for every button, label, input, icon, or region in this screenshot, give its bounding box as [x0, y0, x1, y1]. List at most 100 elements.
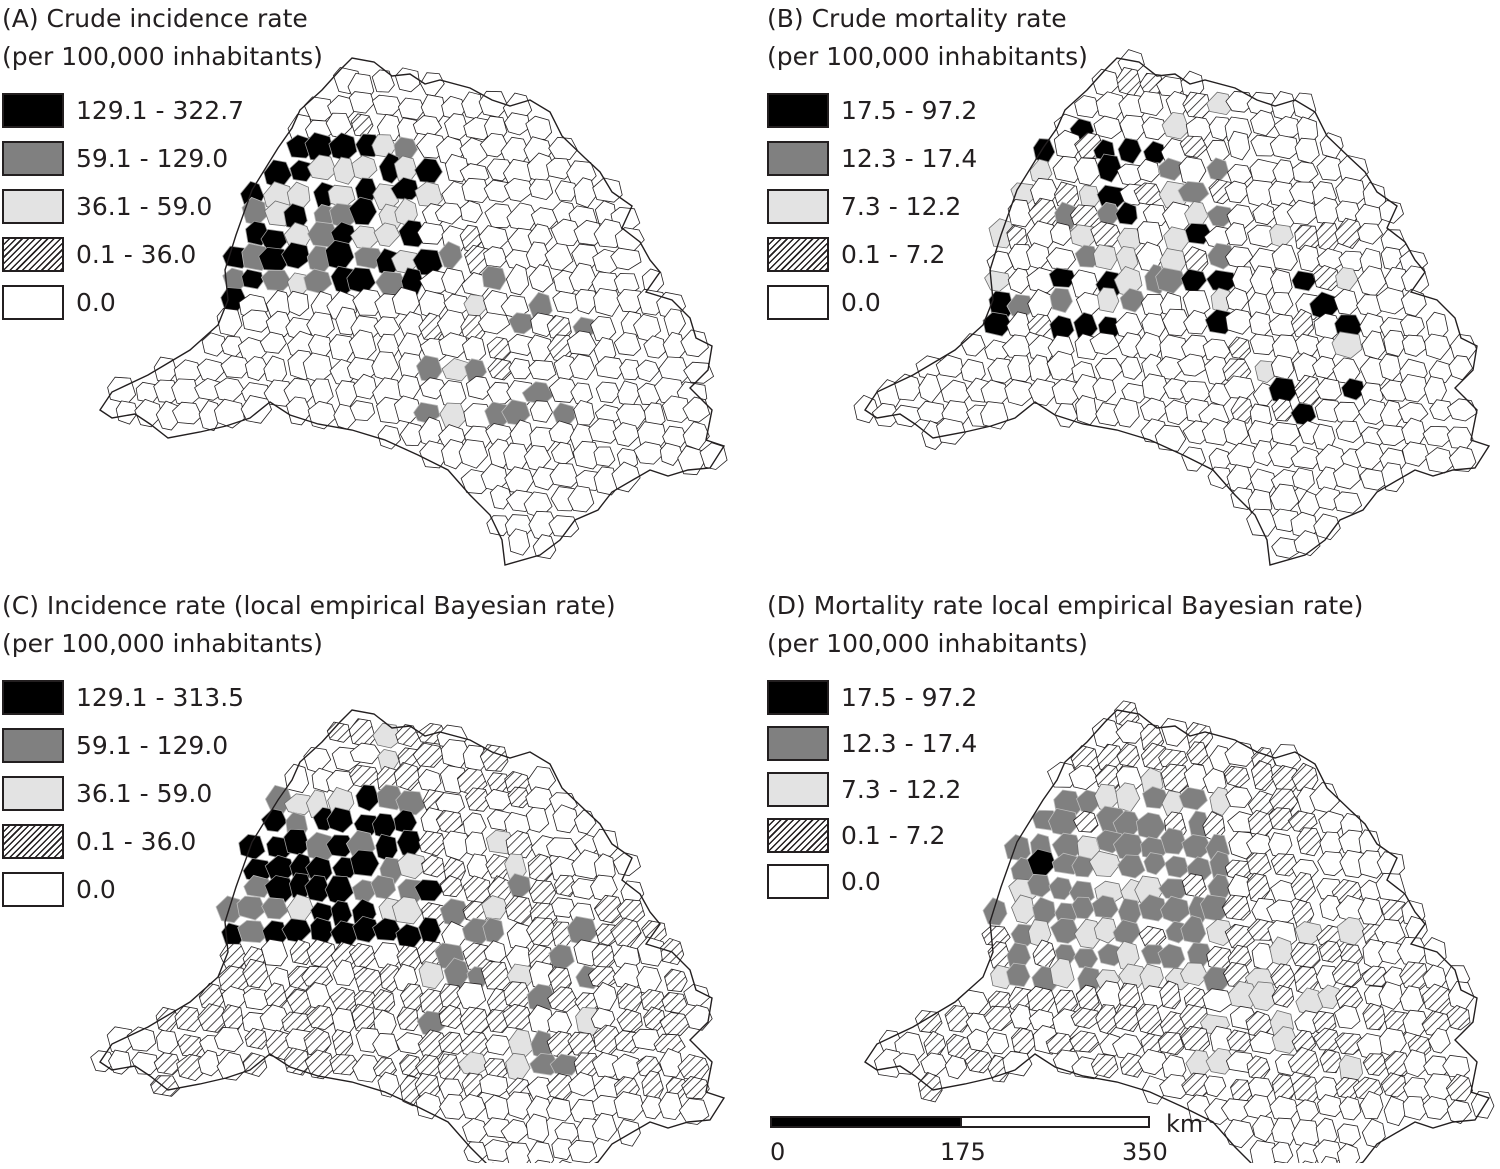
municipality-light [373, 222, 401, 247]
municipality-white [1181, 446, 1207, 472]
municipality-white [1302, 1160, 1315, 1163]
municipality-hatch [526, 917, 558, 947]
municipality-light [1093, 244, 1118, 271]
municipality-white [1314, 399, 1344, 423]
municipality-white [573, 809, 597, 835]
panel-b: (B) Crude mortality rate (per 100,000 in… [765, 0, 1500, 582]
municipality-white [588, 418, 619, 444]
municipality-gray [1026, 873, 1052, 898]
municipality-hatch [1026, 985, 1056, 1014]
municipality-black [289, 159, 315, 182]
municipality-gray [1206, 157, 1230, 182]
legend-label: 0.0 [841, 866, 881, 896]
municipality-white [546, 837, 578, 860]
panel-title: (C) Incidence rate (local empirical Baye… [2, 587, 616, 663]
municipality-white [1317, 851, 1347, 877]
municipality-white [1333, 288, 1359, 316]
municipality-white [1007, 267, 1032, 294]
municipality-white [371, 69, 395, 93]
municipality-black [395, 923, 422, 948]
municipality-gray [1138, 894, 1167, 922]
municipality-white [613, 332, 642, 356]
municipality-white [1028, 378, 1059, 407]
municipality-hatch [219, 943, 248, 970]
legend-swatch [767, 140, 829, 176]
municipality-white [1399, 314, 1425, 338]
municipality-black [414, 157, 443, 184]
panel-d: (D) Mortality rate local empirical Bayes… [765, 587, 1500, 1169]
municipality-light [1206, 918, 1235, 947]
municipality-white [506, 1091, 535, 1120]
municipality-white [1423, 937, 1447, 968]
municipality-hatch [547, 986, 579, 1013]
municipality-hatch [399, 983, 426, 1012]
municipality-gray [303, 268, 333, 295]
municipality-white [213, 1026, 244, 1053]
municipality-white [1376, 287, 1407, 315]
municipality-white [573, 399, 595, 426]
municipality-white [172, 401, 203, 425]
municipality-white [1266, 899, 1297, 923]
municipality-white [1224, 180, 1250, 204]
municipality-light [306, 154, 337, 181]
municipality-white [434, 202, 465, 225]
municipality-hatch [1181, 873, 1207, 898]
municipality-white [1271, 1117, 1297, 1146]
municipality-white [548, 377, 579, 403]
municipality-hatch [329, 1054, 360, 1076]
municipality-hatch [326, 721, 351, 743]
legend-label: 7.3 - 12.2 [841, 774, 962, 804]
municipality-gray [1206, 205, 1236, 228]
legend-swatch [2, 727, 64, 763]
municipality-light [481, 895, 509, 920]
municipality-white [1270, 421, 1301, 447]
municipality-black [398, 219, 427, 248]
municipality-white [1027, 288, 1054, 319]
municipality-light [350, 225, 380, 250]
municipality-hatch [487, 358, 515, 381]
municipality-white [1361, 1118, 1386, 1148]
municipality-gray [243, 874, 273, 898]
municipality-gray [1048, 876, 1074, 901]
municipality-black [1290, 402, 1317, 426]
municipality-white [1296, 1142, 1320, 1163]
legend-label: 59.1 - 129.0 [76, 143, 229, 173]
municipality-hatch [1319, 1049, 1342, 1074]
municipality-white [242, 988, 271, 1011]
municipality-light [1161, 111, 1190, 140]
municipality-hatch [505, 830, 534, 859]
municipality-gray [1071, 855, 1094, 878]
municipality-white [1202, 988, 1233, 1013]
municipality-white [1378, 981, 1404, 1010]
legend-swatch [767, 679, 829, 715]
municipality-hatch [348, 942, 376, 968]
legend-item: 7.3 - 12.2 [767, 186, 961, 226]
municipality-gray [1112, 919, 1142, 946]
municipality-white [659, 442, 683, 466]
municipality-white [1162, 308, 1191, 337]
municipality-white [1248, 311, 1272, 337]
municipality-light [1096, 287, 1120, 313]
municipality-hatch [353, 967, 384, 994]
municipality-hatch [1334, 1032, 1365, 1055]
municipality-white [1294, 137, 1320, 164]
municipality-hatch [1090, 221, 1122, 247]
municipality-white [220, 355, 251, 379]
municipality-white [1093, 115, 1122, 140]
municipality-white [1446, 426, 1474, 450]
legend-item: 12.3 - 17.4 [767, 138, 977, 178]
municipality-hatch [244, 1027, 268, 1050]
municipality-gray [1155, 267, 1186, 294]
municipality-white [1425, 447, 1454, 474]
municipality-white [658, 1091, 684, 1121]
municipality-hatch [1157, 1031, 1185, 1056]
legend-label: 129.1 - 322.7 [76, 95, 245, 125]
legend-label: 59.1 - 129.0 [76, 730, 229, 760]
legend-label: 0.1 - 7.2 [841, 239, 946, 269]
municipality-white [1208, 447, 1231, 471]
municipality-gray [370, 874, 397, 900]
municipality-white [419, 440, 449, 469]
municipality-black [353, 814, 381, 836]
title-line-2: (per 100,000 inhabitants) [2, 629, 323, 658]
municipality-white [196, 358, 225, 382]
